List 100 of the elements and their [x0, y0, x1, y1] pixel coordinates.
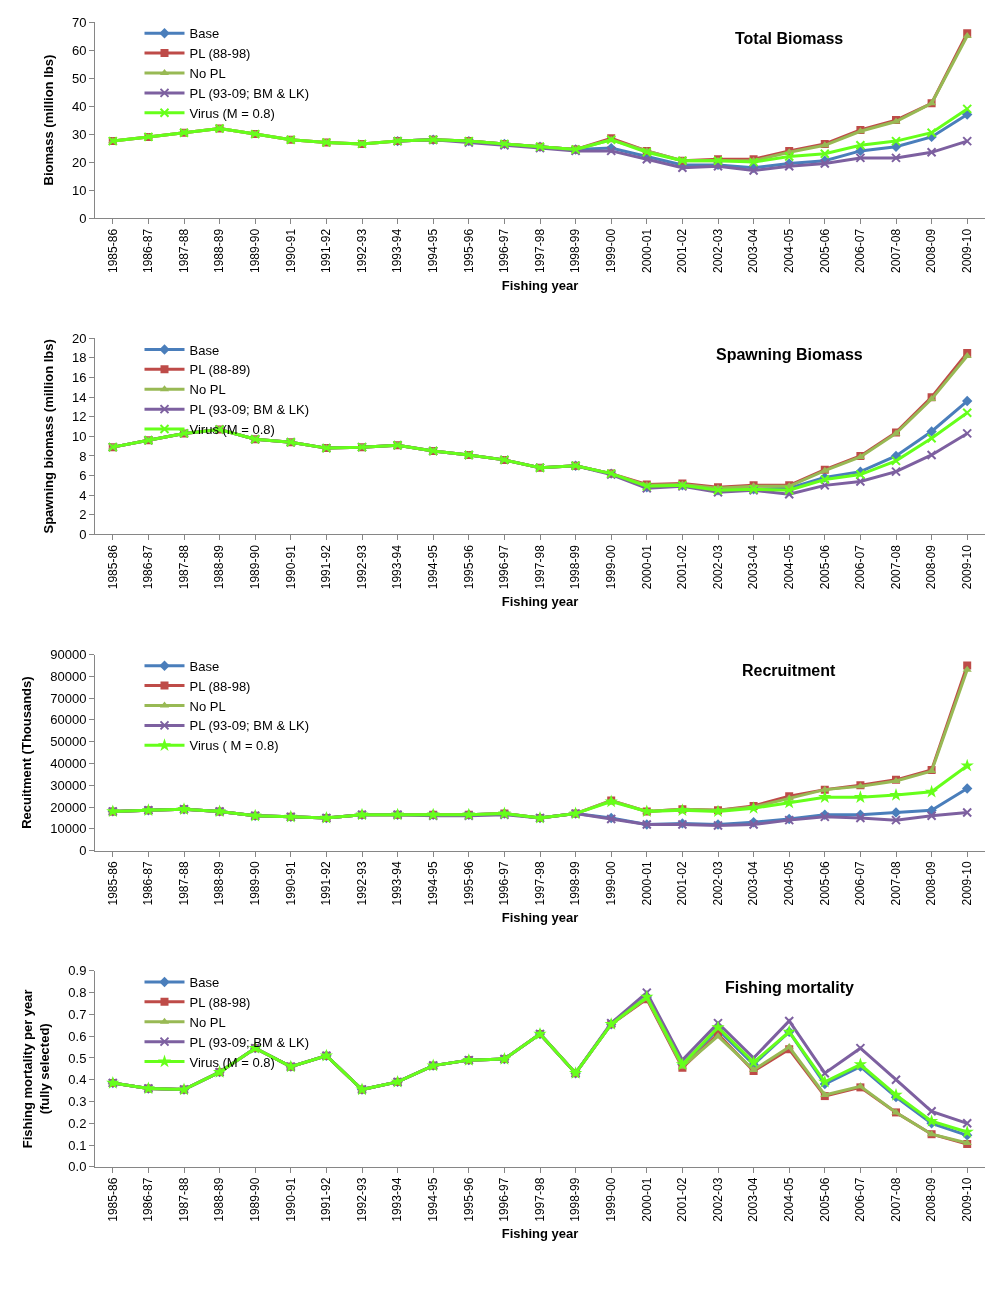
y-tick-label: 50	[71, 70, 87, 86]
y-tick-label: 40000	[50, 756, 87, 772]
x-tick-label: 2000-01	[639, 861, 654, 906]
x-tick-label: 2002-03	[710, 861, 725, 906]
x-tick-label: 1992-93	[354, 544, 369, 590]
x-tick-label: 1993-94	[390, 861, 405, 906]
x-tick-label: 1992-93	[354, 228, 369, 273]
x-tick-label: 2003-04	[746, 228, 761, 273]
x-tick-label: 2007-08	[888, 861, 903, 906]
text: Spawning Biomass	[716, 346, 863, 363]
x-tick-label: 1992-93	[354, 861, 369, 906]
y-tick-label: 0.7	[68, 1006, 87, 1022]
x-tick-label: 2001-02	[675, 228, 690, 273]
x-tick-label: 1997-98	[532, 861, 547, 906]
x-tick-label: 1996-97	[497, 544, 512, 590]
x-tick-label: 2008-09	[924, 1177, 939, 1222]
x-tick-label: 2000-01	[639, 1177, 654, 1222]
x-tick-label: 1988-89	[212, 228, 227, 273]
x-tick-label: 1994-95	[426, 228, 441, 273]
y-tick-label: 10	[71, 182, 87, 198]
legend-label: No PL	[189, 66, 226, 82]
x-tick-label: 1985-86	[105, 228, 120, 273]
x-axis-title: Fishing year	[501, 910, 579, 926]
x-tick-label: 2005-06	[817, 544, 832, 590]
x-tick-label: 2001-02	[675, 1177, 690, 1222]
y-axis-title: Recuitment (Thousands)	[19, 676, 35, 829]
y-tick-label: 30000	[50, 777, 87, 793]
y-axis-title: Biomass (million lbs)	[40, 54, 56, 186]
x-tick-label: 2005-06	[817, 1177, 832, 1222]
legend-label: PL (93-09; BM & LK)	[189, 402, 309, 418]
legend-label: PL (88-98)	[189, 678, 251, 694]
x-tick-label: 1986-87	[141, 544, 156, 590]
x-tick-label: 1989-90	[248, 544, 263, 590]
x-tick-label: 2004-05	[782, 1177, 797, 1222]
x-tick-label: 1993-94	[390, 1177, 405, 1222]
x-tick-label: 1989-90	[248, 1177, 263, 1222]
x-tick-label: 1997-98	[532, 228, 547, 273]
y-tick-label: 2	[79, 507, 87, 523]
legend-label: PL (88-98)	[189, 46, 251, 62]
x-tick-label: 2005-06	[817, 861, 832, 906]
x-tick-label: 2002-03	[710, 1177, 725, 1222]
legend-label: PL (88-98)	[189, 994, 251, 1010]
y-tick-label: 0.3	[68, 1094, 87, 1110]
x-tick-label: 2003-04	[746, 1177, 761, 1222]
x-tick-label: 1996-97	[497, 861, 512, 906]
x-tick-label: 2003-04	[746, 861, 761, 906]
x-axis-title: Fishing year	[501, 277, 579, 293]
y-tick-label: 0.4	[68, 1072, 87, 1088]
x-tick-label: 2008-09	[924, 228, 939, 273]
x-tick-label: 1995-96	[461, 544, 476, 590]
x-tick-label: 1998-99	[568, 1177, 583, 1222]
y-tick-label: 0.9	[68, 963, 87, 979]
x-tick-label: 1991-92	[319, 861, 334, 906]
x-tick-label: 2007-08	[888, 1177, 903, 1222]
chart-title: Recruitment	[742, 662, 837, 679]
x-tick-label: 1993-94	[390, 544, 405, 590]
x-tick-label: 2004-05	[782, 861, 797, 906]
x-tick-label: 2004-05	[782, 544, 797, 590]
x-tick-label: 1999-00	[604, 1177, 619, 1222]
y-tick-label: 8	[79, 448, 87, 464]
y-tick-label: 20	[71, 154, 87, 170]
legend-label: PL (93-09; BM & LK)	[189, 85, 309, 101]
x-tick-label: 1991-92	[319, 1177, 334, 1222]
x-tick-label: 1990-91	[283, 861, 298, 906]
x-tick-label: 2006-07	[853, 1177, 868, 1222]
y-tick-label: 18	[71, 350, 87, 366]
x-tick-label: 1998-99	[568, 861, 583, 906]
x-tick-label: 2003-04	[746, 544, 761, 590]
y-tick-label: 90000	[50, 647, 87, 663]
y-tick-label: 40	[71, 98, 87, 114]
x-tick-label: 2006-07	[853, 861, 868, 906]
legend-label: PL (93-09; BM & LK)	[189, 718, 309, 734]
x-tick-label: 2000-01	[639, 544, 654, 590]
text: Total Biomass	[735, 30, 844, 47]
x-tick-label: 1988-89	[212, 1177, 227, 1222]
y-tick-label: 70	[71, 14, 87, 30]
x-tick-label: 1994-95	[426, 861, 441, 906]
y-tick-label: 10	[71, 428, 87, 444]
x-tick-label: 2007-08	[888, 228, 903, 273]
x-tick-label: 1995-96	[461, 228, 476, 273]
x-tick-label: 2002-03	[710, 228, 725, 273]
x-tick-label: 1990-91	[283, 228, 298, 273]
y-tick-label: 0.0	[68, 1159, 87, 1175]
y-tick-label: 0.5	[68, 1050, 87, 1066]
y-tick-label: 70000	[50, 690, 87, 706]
x-tick-label: 2001-02	[675, 861, 690, 906]
x-tick-label: 2006-07	[853, 228, 868, 273]
x-tick-label: 1987-88	[176, 228, 191, 273]
x-tick-label: 1988-89	[212, 861, 227, 906]
x-tick-label: 2009-10	[960, 1177, 975, 1222]
x-tick-label: 1994-95	[426, 1177, 441, 1222]
y-tick-label: 14	[71, 389, 87, 405]
y-tick-label: 0.1	[68, 1137, 87, 1153]
legend-label: Base	[189, 26, 220, 42]
y-tick-label: 30	[71, 126, 87, 142]
x-tick-label: 1991-92	[319, 228, 334, 273]
x-tick-label: 1997-98	[532, 544, 547, 590]
y-tick-label: 80000	[50, 668, 87, 684]
x-axis-title: Fishing year	[501, 1226, 579, 1242]
y-tick-label: 4	[79, 487, 87, 503]
